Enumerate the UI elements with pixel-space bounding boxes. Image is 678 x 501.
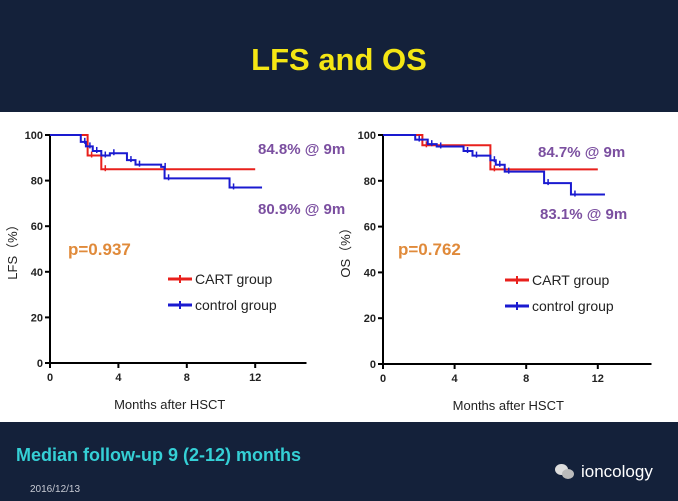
x-tick-label: 0 — [47, 372, 53, 384]
legend-label: control group — [532, 298, 614, 314]
y-tick-label: 80 — [31, 176, 43, 188]
x-tick-label: 0 — [380, 373, 386, 385]
survival-annotation: 80.9% @ 9m — [258, 201, 345, 218]
slide-title: LFS and OS — [251, 42, 427, 77]
x-tick-label: 4 — [452, 373, 459, 385]
brand-label: ioncology — [581, 462, 653, 481]
y-tick-label: 20 — [364, 313, 376, 325]
y-tick-label: 60 — [364, 222, 376, 234]
y-tick-label: 40 — [364, 267, 376, 279]
survival-annotation: 84.7% @ 9m — [538, 144, 625, 161]
km-curve-control — [383, 134, 605, 196]
x-tick-label: 8 — [523, 373, 529, 385]
p-value: p=0.937 — [68, 240, 131, 259]
y-tick-label: 20 — [31, 312, 43, 324]
x-tick-label: 12 — [249, 372, 261, 384]
y-axis-title: OS（%） — [338, 221, 353, 277]
y-tick-label: 100 — [25, 130, 43, 142]
legend-label: CART group — [195, 271, 273, 287]
chart-panel: 0 20 40 60 80 100 0 4 8 12 Months after HSCT LFS（%）… — [0, 112, 678, 422]
x-tick-label: 8 — [184, 372, 190, 384]
legend-label: control group — [195, 297, 277, 313]
y-tick-label: 0 — [370, 359, 376, 371]
follow-up-note: Median follow-up 9 (2-12) months — [16, 445, 302, 465]
x-tick-label: 12 — [592, 373, 604, 385]
brand: ioncology — [555, 462, 653, 482]
wechat-icon — [555, 464, 575, 480]
p-value: p=0.762 — [398, 240, 461, 259]
legend-label: CART group — [532, 272, 610, 288]
x-tick-label: 4 — [115, 372, 122, 384]
km-curve-control — [50, 134, 263, 189]
x-axis-title: Months after HSCT — [453, 398, 564, 413]
date-label: 2016/12/13 — [30, 484, 81, 495]
x-axis-title: Months after HSCT — [114, 397, 225, 412]
y-tick-label: 100 — [358, 130, 376, 142]
y-axis-title: LFS（%） — [5, 218, 20, 279]
y-tick-label: 80 — [364, 176, 376, 188]
y-tick-label: 60 — [31, 221, 43, 233]
survival-annotation: 84.8% @ 9m — [258, 141, 345, 158]
survival-annotation: 83.1% @ 9m — [540, 206, 627, 223]
y-tick-label: 40 — [31, 267, 43, 279]
y-tick-label: 0 — [37, 358, 43, 370]
